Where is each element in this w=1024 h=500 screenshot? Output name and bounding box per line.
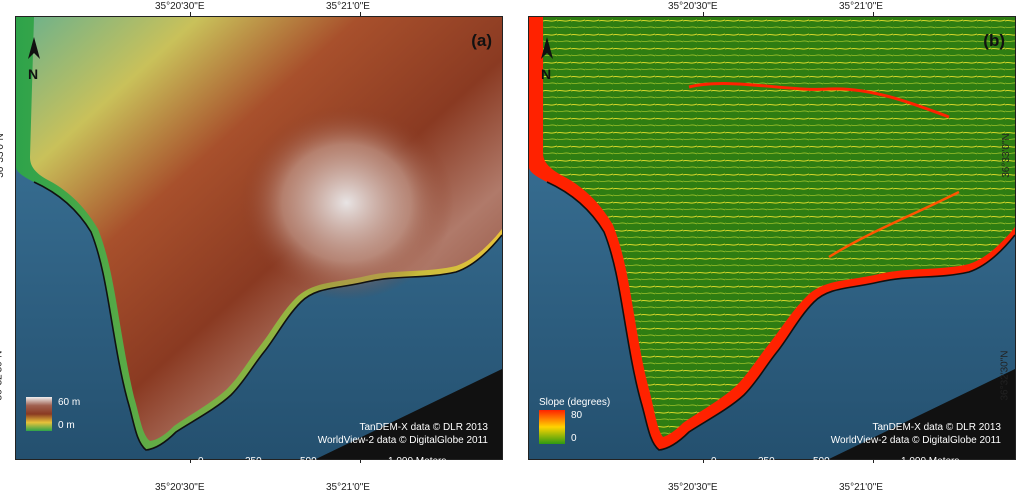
panel-label-a: (a) [471, 31, 492, 50]
credit-line: TanDEM-X data © DLR 2013 [872, 422, 1001, 433]
north-label: N [541, 66, 551, 82]
slope-legend: Slope (degrees) 80 0 [539, 397, 610, 444]
lon-tick-label: 35°21'0"E [326, 1, 370, 12]
tick-mark [190, 459, 191, 463]
credit-line: WorldView-2 data © DigitalGlobe 2011 [317, 435, 488, 446]
legend-max-label: 80 [571, 410, 583, 421]
scale-label: 0 [711, 456, 717, 467]
lat-tick-label: 36°33'0"N [1000, 133, 1012, 178]
tick-mark [190, 12, 191, 16]
slope-map-panel: N (b) Slope (degrees) 80 0 TanDEM-X data… [528, 16, 1016, 460]
legend-min-label: 0 [571, 433, 577, 444]
lat-tick-label: 36°32'30"N [999, 350, 1011, 401]
scale-label: 500 [813, 456, 830, 467]
credit-line: WorldView-2 data © DigitalGlobe 2011 [830, 435, 1001, 446]
scale-label: 1.000 Meters [388, 456, 447, 467]
north-arrow-icon: N [28, 37, 40, 82]
elevation-color-ramp [26, 397, 52, 431]
credits: TanDEM-X data © DLR 2013 WorldView-2 dat… [318, 421, 488, 447]
lat-tick-label: 36°32'30"N [0, 350, 5, 401]
lon-tick-label: 35°20'30"E [668, 1, 718, 12]
north-arrow: N [537, 35, 557, 85]
lon-tick-label: 35°20'30"E [668, 482, 718, 493]
credit-line: TanDEM-X data © DLR 2013 [359, 422, 488, 433]
elevation-legend: 60 m 0 m [26, 397, 80, 431]
north-label: N [28, 66, 38, 82]
lon-tick-label: 35°21'0"E [326, 482, 370, 493]
lon-tick-label: 35°21'0"E [839, 1, 883, 12]
tick-mark [703, 12, 704, 16]
lon-tick-label: 35°21'0"E [839, 482, 883, 493]
tick-mark [360, 12, 361, 16]
lat-tick-label: 36°33'0"N [0, 133, 6, 178]
panel-label-b: (b) [983, 31, 1005, 50]
lon-tick-label: 35°20'30"E [155, 1, 205, 12]
legend-max-label: 60 m [58, 397, 81, 408]
scale-label: 0 [198, 456, 204, 467]
north-arrow: N [24, 35, 44, 85]
scale-label: 500 [300, 456, 317, 467]
tick-mark [873, 12, 874, 16]
slope-color-ramp [539, 410, 565, 444]
credits: TanDEM-X data © DLR 2013 WorldView-2 dat… [831, 421, 1001, 447]
tick-mark [703, 459, 704, 463]
lon-tick-label: 35°20'30"E [155, 482, 205, 493]
north-arrow-icon: N [541, 37, 553, 82]
slope-map [529, 17, 1015, 459]
scale-label: 1.000 Meters [901, 456, 960, 467]
scale-label: 250 [758, 456, 775, 467]
scale-label: 250 [245, 456, 262, 467]
legend-min-label: 0 m [58, 420, 75, 431]
legend-title: Slope (degrees) [539, 397, 611, 408]
elevation-map [16, 17, 502, 459]
tick-mark [360, 459, 361, 463]
elevation-map-panel: N (a) 60 m 0 m TanDEM-X data © DLR 2013 … [15, 16, 503, 460]
tick-mark [873, 459, 874, 463]
